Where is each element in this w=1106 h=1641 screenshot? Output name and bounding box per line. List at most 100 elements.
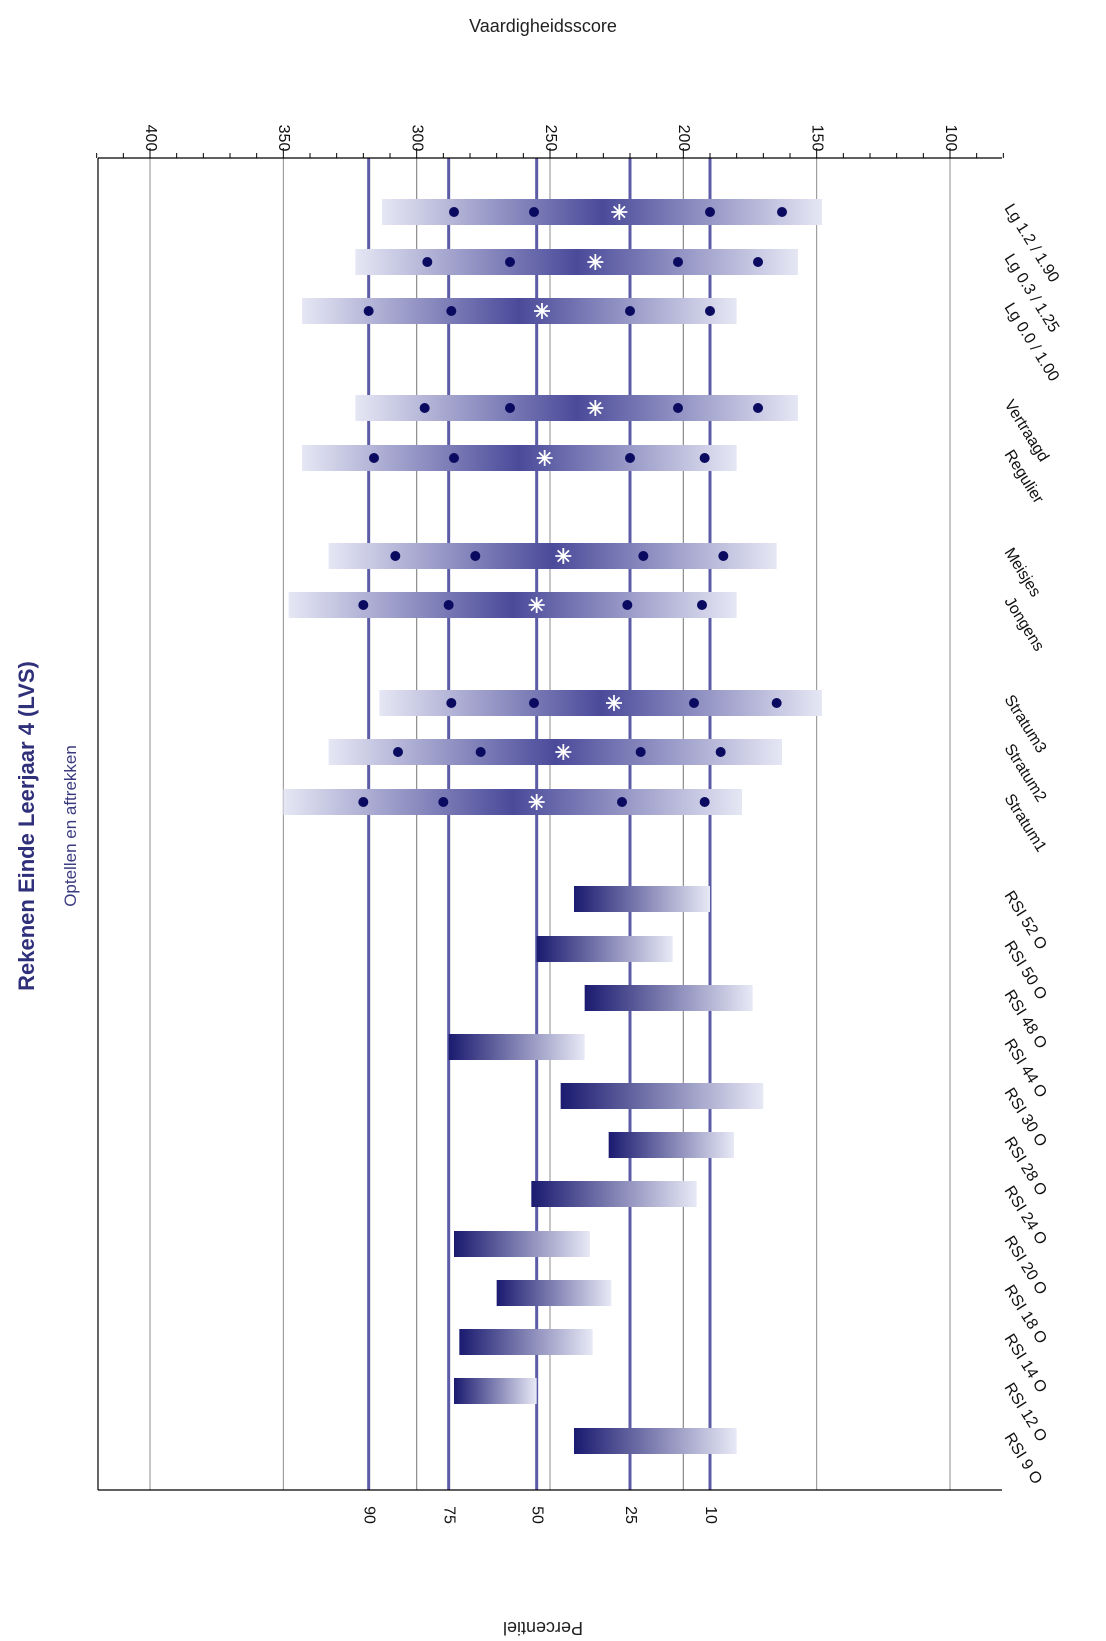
percentile-dot-p25: [689, 698, 699, 708]
percentile-dot-p75: [505, 403, 515, 413]
asterisk-stroke: [557, 745, 570, 759]
rsi-bars: [448, 886, 764, 1454]
median-asterisk: [528, 794, 545, 810]
score-tick-label: 300: [408, 125, 425, 152]
group-band-bar: [302, 445, 737, 471]
percentile-dot-p25: [625, 306, 635, 316]
percentile-dot-p75: [529, 698, 539, 708]
percentile-dot-p75: [438, 797, 449, 807]
percentile-dot-p75: [446, 306, 457, 316]
median-asterisk: [606, 695, 622, 711]
group-band: [328, 739, 782, 765]
group-band: [302, 445, 737, 471]
category-label: Meisjes: [1001, 545, 1044, 600]
plot-frame: [96, 148, 1004, 1491]
percentile-tick-label: 50: [528, 1506, 545, 1524]
percentile-tick-labels: 90 75 50 25 10: [360, 1506, 718, 1524]
group-band: [288, 592, 737, 618]
asterisk-stroke: [530, 795, 543, 809]
percentile-dot-p25: [635, 747, 646, 757]
percentile-dot-p10: [718, 551, 729, 561]
group-band-bar: [355, 249, 798, 275]
median-asterisk: [587, 400, 604, 416]
title-group: Rekenen Einde Leerjaar 4 (LVS) Optellen …: [14, 661, 80, 991]
percentile-dot-p90: [446, 698, 457, 708]
rsi-bar: [454, 1378, 537, 1404]
percentile-dot-p10: [771, 698, 782, 708]
percentile-dot-p75: [475, 747, 486, 757]
rsi-bar: [459, 1329, 593, 1355]
percentile-dot-p10: [699, 453, 710, 463]
group-band: [382, 199, 822, 225]
median-asterisk: [536, 450, 553, 466]
group-band-bar: [283, 789, 742, 815]
percentile-tick-label: 90: [360, 1506, 377, 1524]
asterisk-stroke: [589, 255, 602, 269]
percentile-tick-label: 10: [702, 1506, 719, 1524]
median-asterisk: [611, 204, 628, 220]
percentile-dot-p10: [715, 747, 726, 757]
percentile-dot-p75: [449, 453, 459, 463]
median-asterisk: [534, 303, 550, 319]
percentile-dot-p90: [419, 403, 430, 413]
percentile-dot-p75: [443, 600, 454, 610]
percentile-dot-p10: [699, 797, 710, 807]
percentile-dot-p25: [617, 797, 627, 807]
percentile-tick-label: 25: [622, 1506, 639, 1524]
rsi-bar: [531, 1181, 697, 1207]
percentile-dot-p25: [705, 207, 715, 217]
score-tick-label: 100: [942, 125, 959, 152]
percentile-dot-p25: [673, 257, 683, 267]
asterisk-stroke: [613, 205, 626, 219]
percentile-dot-p10: [753, 403, 763, 413]
asterisk-stroke: [530, 598, 543, 612]
group-band: [328, 543, 777, 569]
median-asterisk: [555, 548, 572, 564]
rsi-bar: [448, 1034, 585, 1060]
rsi-bar: [584, 985, 753, 1011]
asterisk-stroke: [557, 549, 570, 563]
percentile-dot-p75: [529, 207, 539, 217]
rsi-bar: [574, 1428, 737, 1454]
rsi-bar: [574, 886, 710, 912]
median-asterisk: [587, 254, 604, 270]
median-asterisk: [555, 744, 572, 760]
chart-title: Rekenen Einde Leerjaar 4 (LVS): [14, 661, 39, 991]
group-band: [355, 249, 798, 275]
chart-subtitle: Optellen en aftrekken: [61, 745, 80, 907]
percentile-tick-label: 75: [440, 1506, 457, 1524]
group-band-bar: [288, 592, 737, 618]
percentile-dot-p75: [505, 257, 515, 267]
percentile-dot-p10: [697, 600, 707, 610]
percentile-lines: [367, 158, 712, 1490]
percentile-dot-p75: [470, 551, 481, 561]
percentile-dot-p25: [625, 453, 635, 463]
group-band-bar: [328, 543, 777, 569]
asterisk-stroke: [607, 696, 621, 710]
percentile-dot-p90: [358, 797, 369, 807]
rsi-bar: [496, 1280, 612, 1306]
asterisk-stroke: [538, 451, 551, 465]
rsi-bar: [536, 936, 673, 962]
group-band: [283, 789, 742, 815]
percentile-dot-p90: [449, 207, 459, 217]
group-band: [379, 690, 822, 716]
percentile-dot-p10: [777, 207, 787, 217]
score-tick-label: 150: [808, 125, 825, 152]
percentile-axis-label: Percentiel: [503, 1618, 583, 1638]
percentile-dot-p25: [638, 551, 649, 561]
group-band-bar: [379, 690, 822, 716]
score-tick-labels: 400 350 300 250 200 150 100: [142, 125, 959, 152]
percentile-dot-p90: [358, 600, 369, 610]
group-bands: [283, 199, 822, 815]
percentile-dot-p90: [422, 257, 433, 267]
median-asterisk: [528, 597, 545, 613]
percentile-dot-p90: [390, 551, 401, 561]
asterisk-stroke: [535, 304, 549, 318]
percentile-dot-p25: [622, 600, 633, 610]
rsi-bar: [454, 1231, 590, 1257]
percentile-dot-p25: [673, 403, 683, 413]
